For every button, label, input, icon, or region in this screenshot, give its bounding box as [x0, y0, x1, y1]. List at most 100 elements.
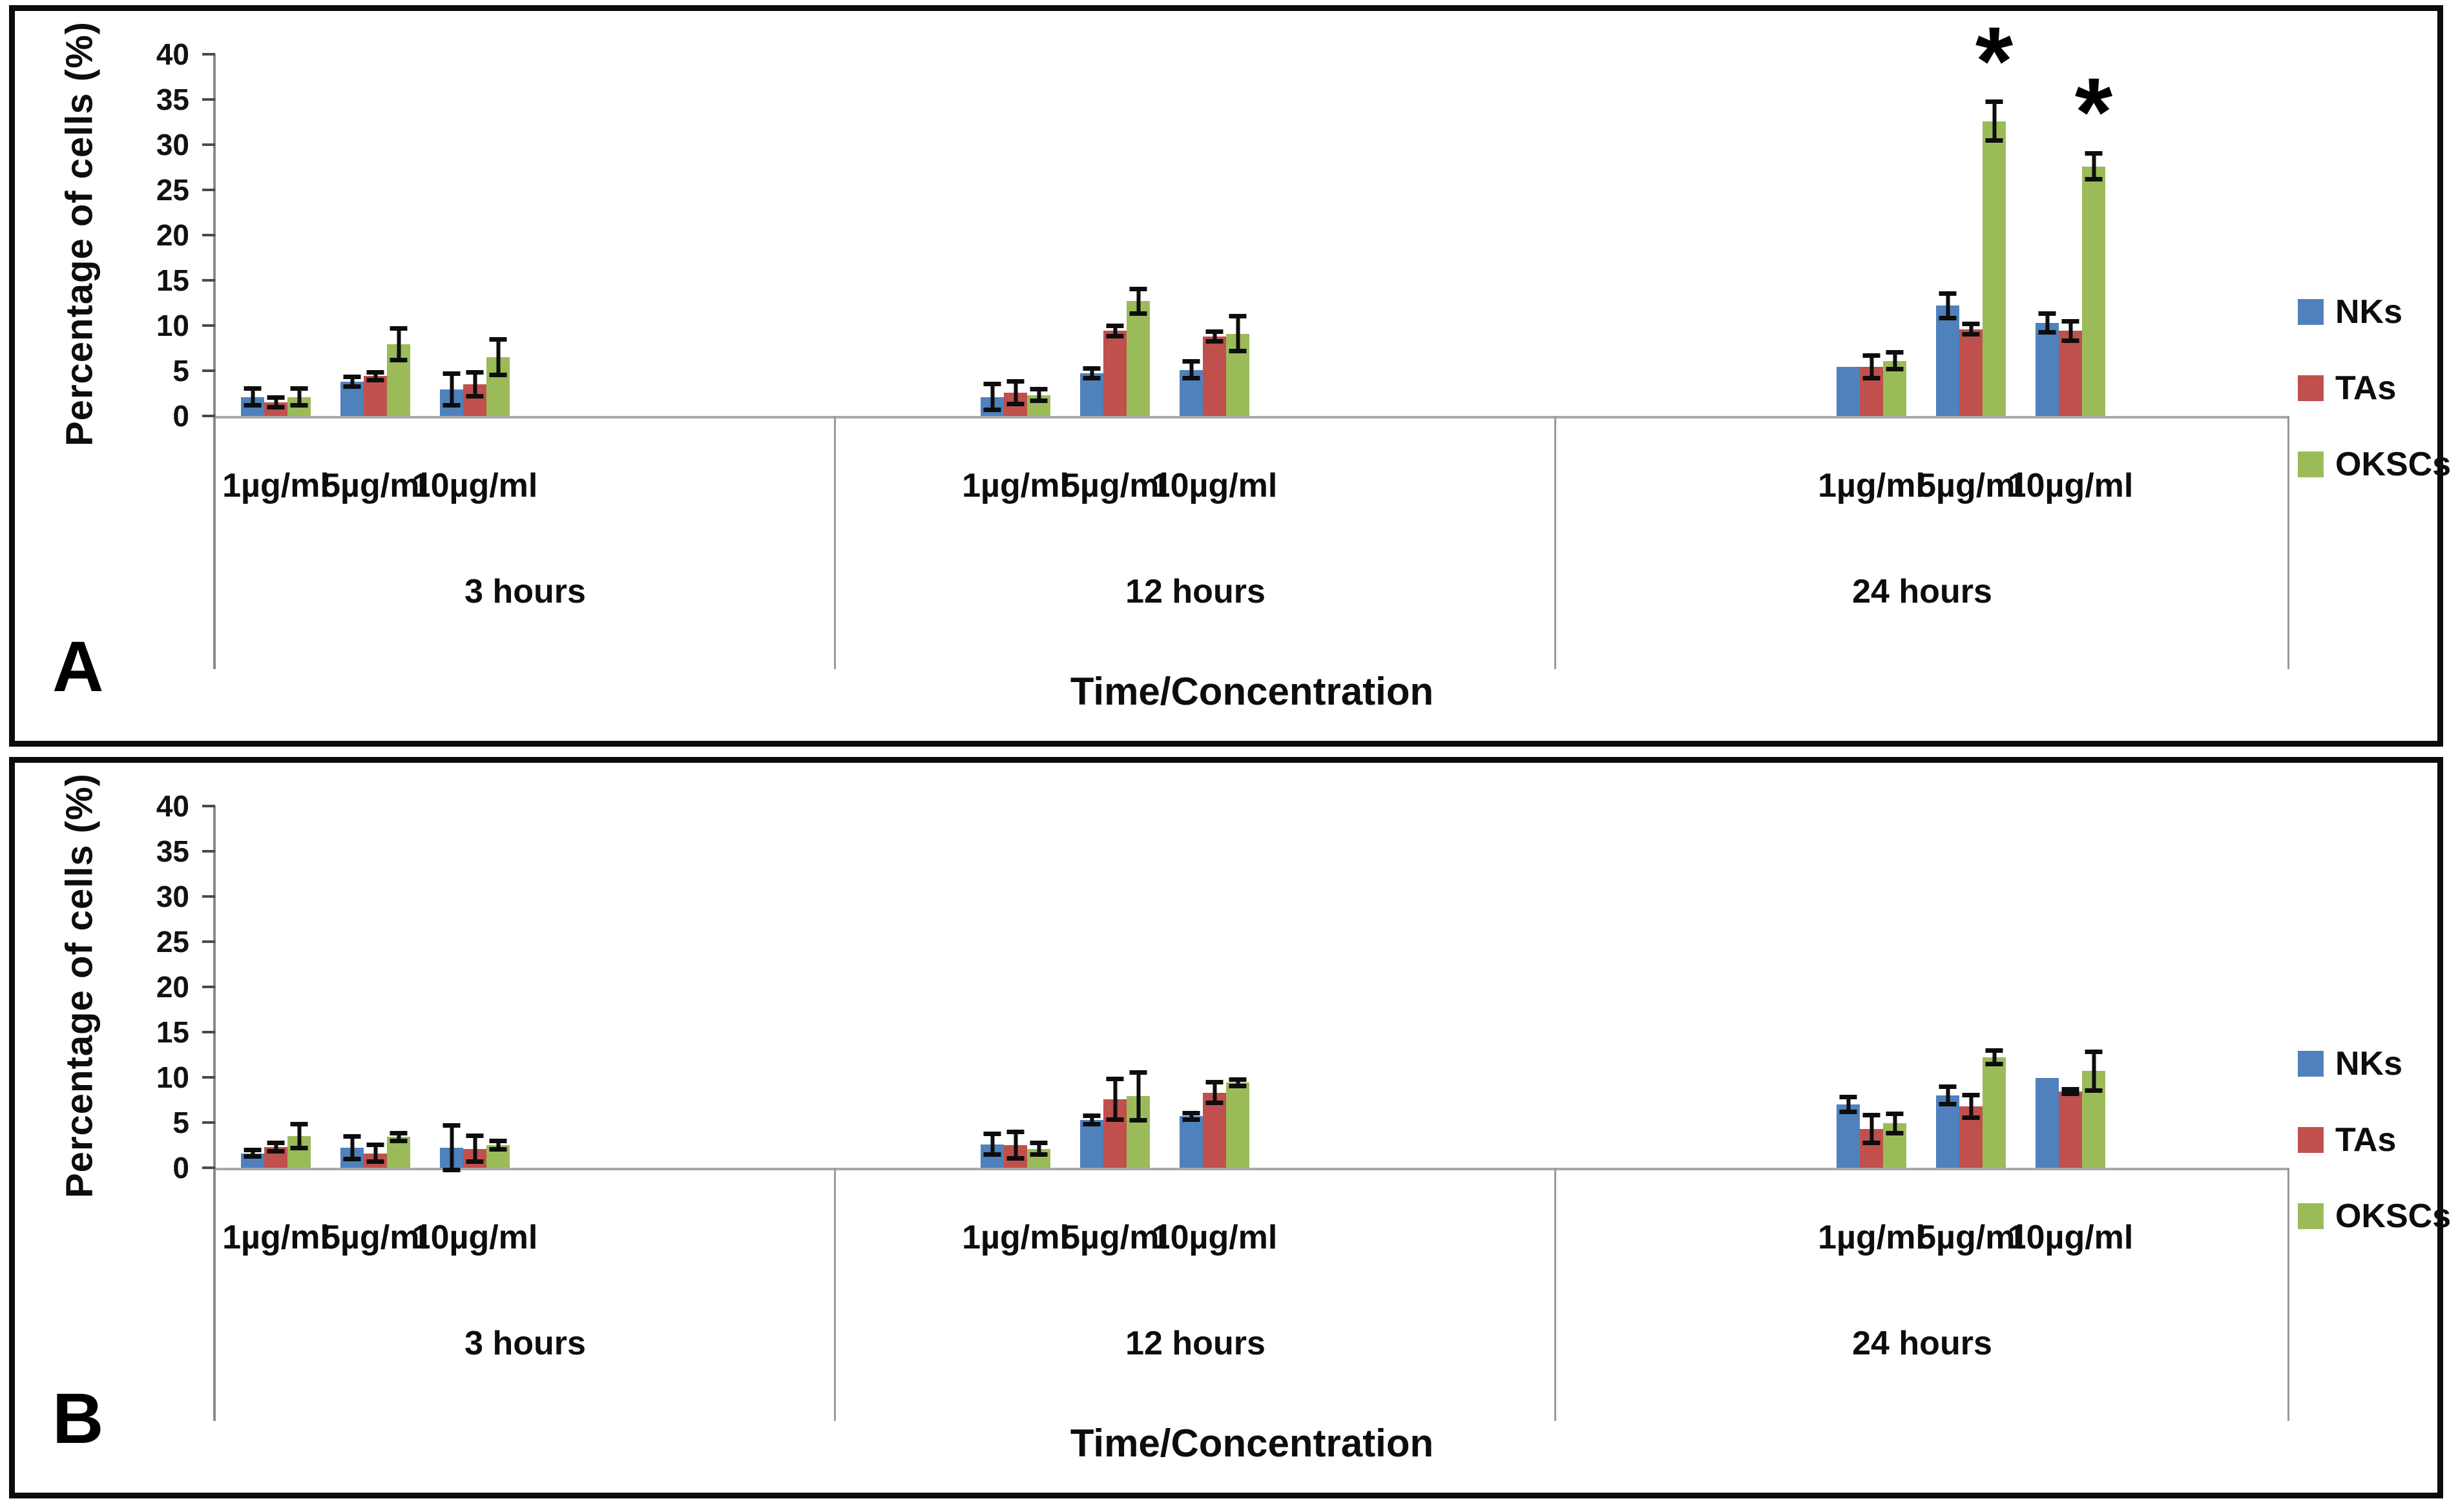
error-bar [1006, 1130, 1025, 1161]
time-section-24-hours: 1µg/ml * 5µg/ml * 10µg/ml 24 hours [1556, 12, 2289, 610]
legend-label: TAs [2335, 1121, 2397, 1159]
concentration-label: 10µg/ml [411, 467, 538, 504]
legend-label: TAs [2335, 369, 2397, 407]
legend-label: NKs [2335, 293, 2403, 331]
legend-label: OKSCs [2335, 1197, 2452, 1235]
error-bar [1205, 1080, 1224, 1106]
bar-cluster: 1µg/ml [962, 378, 1069, 504]
bar-NKs [340, 374, 364, 416]
bar-cluster: 1µg/ml [1818, 1094, 1925, 1256]
error-bar-stem [450, 376, 453, 404]
error-bar-stem [473, 374, 477, 395]
error-bar [443, 1123, 461, 1172]
error-bar-stem [1037, 1145, 1041, 1153]
error-bar [1083, 366, 1101, 381]
bar-cluster: 5µg/ml [322, 1130, 429, 1256]
bar-TAs [1959, 1092, 1983, 1168]
legend-label: NKs [2335, 1045, 2403, 1082]
y-axis-tick [202, 279, 215, 282]
concentration-label: 1µg/ml [1818, 1219, 1925, 1256]
bar-NKs [1180, 358, 1203, 416]
error-bar [2085, 150, 2103, 182]
x-axis-title: Time/Concentration [1070, 1422, 1434, 1465]
error-bar-stem [496, 1143, 500, 1147]
y-axis-title: Percentage of cells (%) [58, 21, 101, 446]
category-separator [834, 1168, 836, 1421]
category-separator [1554, 416, 1556, 669]
y-axis-tick [202, 369, 215, 372]
y-axis-tick [202, 98, 215, 101]
error-bar-stem [1189, 1115, 1193, 1117]
time-section-3-hours: 1µg/ml 5µg/ml 10µg/ml 3 hours [215, 54, 835, 610]
error-bar [1030, 387, 1048, 404]
bar-NKs [2036, 311, 2059, 416]
y-axis-tick [202, 986, 215, 988]
y-axis-tick-label: 20 [156, 218, 189, 252]
error-bar [290, 1121, 308, 1151]
legend-swatch-TAs [2298, 375, 2324, 401]
error-bar-stem [297, 1126, 301, 1146]
category-sections: 1µg/ml 5µg/ml 10µg/ml 3 hours 1µg/ml 5µg/ml 10… [215, 12, 2289, 610]
error-bar-stem [373, 374, 377, 378]
y-axis-title: Percentage of cells (%) [58, 773, 101, 1198]
error-bar-stem [2092, 155, 2096, 178]
error-bar [466, 369, 484, 399]
bar-NKs [1080, 1113, 1103, 1168]
y-axis-tick [202, 143, 215, 146]
bar-cluster: * 10µg/ml [2008, 64, 2134, 504]
error-bar [2085, 1049, 2103, 1093]
bar-OKSCs [1883, 1112, 1906, 1168]
bar-OKSCs [287, 386, 311, 416]
bar-OKSCs: * [2075, 64, 2112, 416]
concentration-label: 10µg/ml [1151, 467, 1278, 504]
error-bar [1129, 286, 1147, 316]
error-bar [489, 337, 507, 377]
time-group-label: 12 hours [1125, 1325, 1265, 1362]
time-section-12-hours: 1µg/ml 5µg/ml 10µg/ml 12 hours [835, 806, 1556, 1362]
bar-cluster: 5µg/ml [1917, 1048, 2025, 1256]
error-bar-stem [274, 399, 278, 406]
error-bar [1229, 313, 1247, 354]
error-bar-stem [1113, 328, 1117, 334]
y-axis-tick-label: 0 [172, 399, 189, 433]
y-axis-tick [202, 1166, 215, 1169]
error-bar [1886, 1112, 1904, 1135]
bar-cluster: 5µg/ml [1061, 286, 1169, 504]
y-axis-tick-label: 5 [172, 354, 189, 388]
y-axis-tick [202, 415, 215, 417]
error-bar [983, 381, 1001, 413]
error-bar [290, 386, 308, 408]
error-bar-stem [2092, 1053, 2096, 1088]
y-axis-tick-label: 30 [156, 880, 189, 913]
bar-OKSCs [1027, 1141, 1050, 1168]
legend-item-NKs: NKs [2298, 293, 2451, 331]
error-bar-stem [1893, 1116, 1897, 1131]
category-separator [2287, 1168, 2289, 1421]
bar-cluster: 1µg/ml [222, 1121, 329, 1256]
error-bar-stem [1014, 383, 1017, 402]
y-axis-tick [202, 324, 215, 327]
legend: NKs TAs OKSCs [2298, 1044, 2451, 1236]
y-axis-tick [202, 805, 215, 807]
error-bar [2061, 319, 2079, 343]
error-bar [1106, 324, 1124, 338]
bar-TAs [1203, 329, 1226, 416]
x-axis-title: Time/Concentration [1070, 670, 1434, 713]
error-bar-stem [1236, 318, 1240, 349]
y-axis-tick-label: 30 [156, 128, 189, 161]
bar-TAs [264, 1141, 287, 1168]
error-bar [1182, 1110, 1200, 1122]
time-section-24-hours: 1µg/ml 5µg/ml 10µg/ml 24 hours [1556, 806, 2289, 1362]
error-bar [443, 371, 461, 408]
time-group-label: 12 hours [1125, 573, 1265, 610]
bar-TAs [364, 1142, 387, 1168]
bar-OKSCs [1883, 349, 1906, 416]
error-bar-stem [373, 1146, 377, 1160]
bar-OKSCs [1127, 286, 1150, 416]
bar-NKs [340, 1134, 364, 1168]
bar-NKs [440, 1123, 463, 1172]
chart-area: Time/Concentration 0 5 10 15 20 25 30 35 40 1µg/m… [156, 12, 2289, 713]
bar-OKSCs [1127, 1070, 1150, 1168]
bar-TAs [2059, 319, 2082, 416]
error-bar-stem [1213, 333, 1216, 339]
